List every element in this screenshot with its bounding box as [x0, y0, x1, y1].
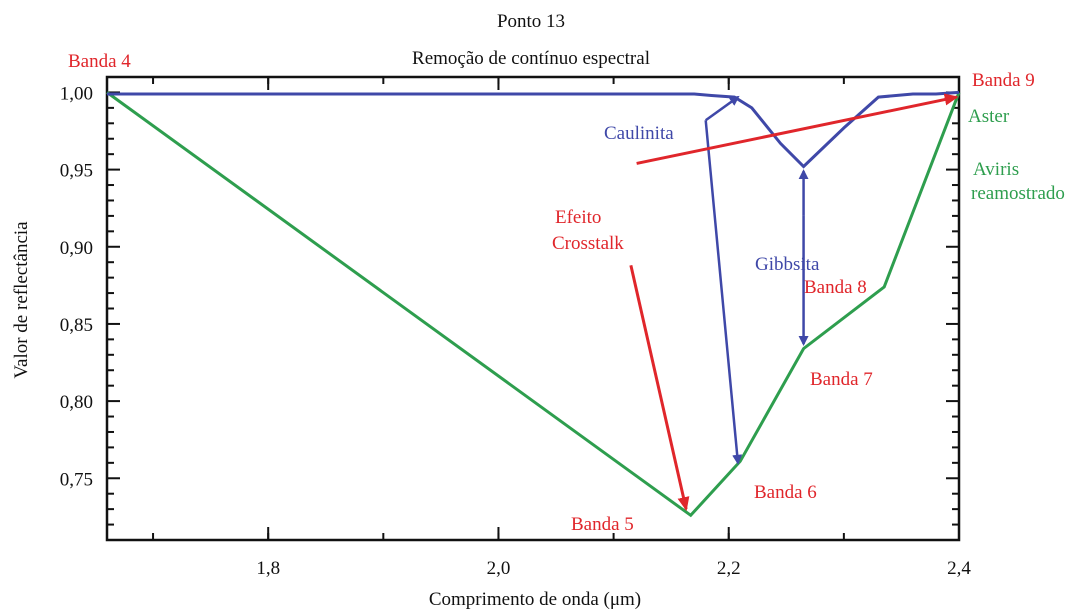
series-line-aster	[106, 91, 961, 518]
series-line-aviris-reamostrado	[107, 90, 960, 169]
caulinita-arrow-down	[704, 120, 743, 465]
caulinita-arrow-up	[704, 95, 740, 122]
band-label-banda-8: Banda 8	[804, 277, 867, 298]
crosstalk-arrow-banda9	[636, 93, 959, 165]
y-tick-label: 0,90	[60, 238, 93, 259]
x-tick-label: 2,2	[717, 558, 741, 579]
x-tick-label: 2,0	[487, 558, 511, 579]
annotation-efeito: Efeito	[555, 207, 601, 228]
crosstalk-arrow-banda5	[629, 264, 690, 512]
band-label-banda-6: Banda 6	[754, 482, 817, 503]
y-tick-label: 0,80	[60, 392, 93, 413]
legend-label-aster: Aster	[968, 106, 1010, 127]
band-label-banda-9: Banda 9	[972, 70, 1035, 91]
band-label-banda-4: Banda 4	[68, 51, 131, 72]
annotation-crosstalk: Crosstalk	[552, 233, 624, 254]
x-tick-label: 1,8	[256, 558, 280, 579]
y-tick-label: 1,00	[60, 83, 93, 104]
plot-frame	[105, 75, 961, 542]
band-label-banda-5: Banda 5	[571, 514, 634, 535]
legend-label-reamostrado: reamostrado	[971, 183, 1065, 204]
annotation-gibbsita: Gibbsita	[755, 254, 820, 275]
annotation-caulinita: Caulinita	[604, 123, 674, 144]
band-label-banda-7: Banda 7	[810, 369, 873, 390]
x-tick-label: 2,4	[947, 558, 971, 579]
annotation-arrows	[629, 93, 959, 512]
x-axis-label: Comprimento de onda (μm)	[429, 589, 641, 610]
chart-title: Ponto 13	[497, 11, 565, 32]
y-axis-label: Valor de reflectância	[11, 221, 32, 379]
legend-label-aviris: Aviris	[973, 159, 1019, 180]
y-tick-label: 0,75	[60, 469, 93, 490]
x-axis-ticks: 1,8 2,0 2,2 2,4	[152, 77, 971, 579]
chart-subtitle: Remoção de contínuo espectral	[412, 48, 650, 69]
y-tick-label: 0,95	[60, 161, 93, 182]
y-tick-label: 0,85	[60, 315, 93, 336]
